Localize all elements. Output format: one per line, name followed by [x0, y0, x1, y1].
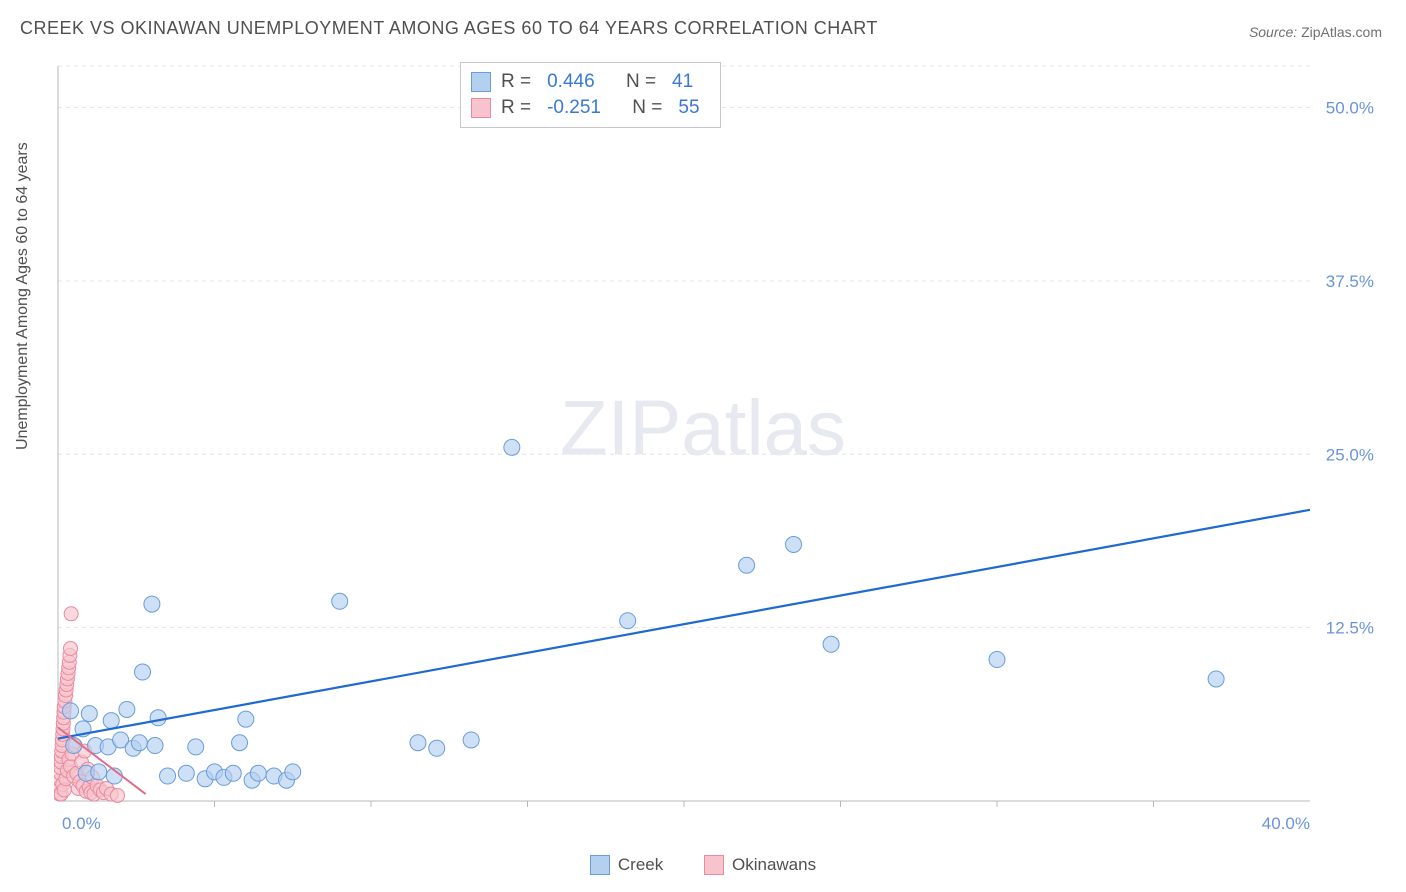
legend-label: Okinawans	[732, 855, 816, 875]
svg-text:0.0%: 0.0%	[62, 814, 101, 833]
legend-item: Creek	[590, 855, 663, 875]
plot-area: 12.5% 25.0% 37.5% 50.0% 0.0% 40.0%	[54, 60, 1382, 835]
legend-item: Okinawans	[704, 855, 816, 875]
stats-row: R = -0.251 N = 55	[471, 95, 706, 121]
swatch-icon	[704, 855, 724, 875]
r-label: R =	[501, 69, 531, 95]
swatch-icon	[590, 855, 610, 875]
swatch-icon	[471, 98, 491, 118]
svg-text:50.0%: 50.0%	[1326, 99, 1374, 118]
n-label: N =	[632, 95, 662, 121]
source-value: ZipAtlas.com	[1301, 24, 1382, 40]
n-value: 55	[672, 95, 705, 121]
legend-bottom: Creek Okinawans	[0, 855, 1406, 880]
r-value: 0.446	[541, 69, 601, 95]
swatch-icon	[471, 72, 491, 92]
legend-label: Creek	[618, 855, 663, 875]
svg-text:12.5%: 12.5%	[1326, 619, 1374, 638]
scatter-chart-svg: 12.5% 25.0% 37.5% 50.0% 0.0% 40.0%	[54, 60, 1382, 835]
chart-container: CREEK VS OKINAWAN UNEMPLOYMENT AMONG AGE…	[0, 0, 1406, 892]
svg-text:37.5%: 37.5%	[1326, 272, 1374, 291]
n-label: N =	[626, 69, 656, 95]
stats-legend-box: R = 0.446 N = 41 R = -0.251 N = 55	[460, 62, 721, 128]
svg-text:25.0%: 25.0%	[1326, 445, 1374, 464]
r-value: -0.251	[541, 95, 607, 121]
r-label: R =	[501, 95, 531, 121]
svg-text:40.0%: 40.0%	[1262, 814, 1310, 833]
source-attribution: Source: ZipAtlas.com	[1249, 24, 1382, 40]
chart-title: CREEK VS OKINAWAN UNEMPLOYMENT AMONG AGE…	[20, 18, 878, 39]
stats-row: R = 0.446 N = 41	[471, 69, 706, 95]
source-label: Source:	[1249, 24, 1297, 40]
n-value: 41	[666, 69, 699, 95]
y-axis-label: Unemployment Among Ages 60 to 64 years	[14, 142, 32, 450]
